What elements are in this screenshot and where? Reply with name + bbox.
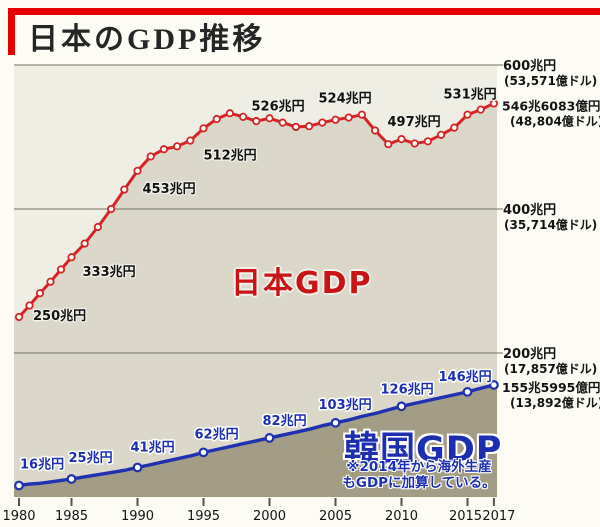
japan-gdp-marker-2014 (450, 123, 459, 132)
japan-gdp-marker-1991 (146, 152, 155, 161)
korea-annotation-1980: 16兆円 (20, 456, 64, 472)
x-tick-label-2015: 2015 (449, 509, 482, 524)
japan-gdp-marker-2006 (344, 113, 353, 122)
gridline-label-600: 600兆円 (503, 58, 556, 74)
japan-gdp-marker-2015 (463, 110, 472, 119)
japan-gdp-marker-1988 (107, 204, 116, 214)
korea-gdp-marker-2005 (330, 417, 341, 428)
japan-gdp-marker-2008 (370, 126, 380, 135)
korea-note-line2: もGDPに加算している。 (342, 475, 496, 491)
japan-annotation-1985: 333兆円 (83, 264, 136, 280)
x-tick-label-2017: 2017 (482, 509, 515, 524)
korea-gdp-marker-2015 (462, 386, 473, 397)
korea-gdp-marker-1985 (66, 474, 77, 484)
end-sublabel-japan: (48,804億ドル) (510, 113, 600, 128)
japan-gdp-marker-1982 (35, 289, 45, 298)
japan-annotation-2000: 526兆円 (252, 98, 305, 114)
japan-gdp-marker-1989 (120, 185, 129, 194)
korea-annotation-1985: 25兆円 (69, 450, 113, 466)
japan-annotation-1980: 250兆円 (33, 308, 86, 324)
gridline-sublabel-600: (53,571億ドル) (504, 73, 597, 88)
korea-gdp-marker-2010 (396, 401, 407, 412)
japan-gdp-marker-1998 (239, 112, 248, 121)
gridline-label-200: 200兆円 (503, 346, 556, 362)
japan-annotation-2010: 497兆円 (388, 114, 441, 130)
korea-annotation-1995: 62兆円 (195, 426, 239, 442)
japan-gdp-marker-2009 (384, 140, 393, 149)
red-left-bar (8, 8, 15, 55)
korea-gdp-marker-2017 (489, 380, 499, 390)
japan-gdp-marker-1990 (133, 166, 142, 175)
japan-gdp-marker-2002 (291, 122, 300, 132)
x-tick-label-1980: 1980 (2, 509, 35, 524)
japan-gdp-marker-2005 (331, 115, 340, 124)
japan-gdp-marker-1993 (173, 142, 182, 151)
japan-gdp-marker-1987 (93, 222, 103, 232)
japan-gdp-marker-1996 (212, 114, 221, 124)
japan-gdp-marker-1997 (225, 109, 234, 118)
japan-gdp-marker-2010 (397, 135, 406, 144)
korea-gdp-note: ※2014年から海外生産 もGDPに加算している。 (339, 459, 499, 491)
japan-gdp-series-label: 日本GDP (231, 266, 373, 301)
korea-gdp-series-label: 韓国GDP (344, 430, 503, 470)
japan-gdp-marker-2017 (489, 99, 498, 108)
red-top-bar (8, 8, 600, 15)
korea-annotation-2015: 146兆円 (439, 369, 492, 385)
japan-gdp-marker-2012 (423, 137, 432, 146)
x-tick-label-1990: 1990 (121, 509, 154, 524)
korea-gdp-marker-1995 (198, 447, 209, 458)
japan-gdp-marker-1995 (199, 124, 208, 133)
japan-gdp-marker-2011 (410, 139, 419, 148)
japan-gdp-marker-2003 (304, 122, 314, 131)
korea-note-line1: ※2014年から海外生産 (346, 459, 492, 475)
x-tick-label-1995: 1995 (187, 509, 220, 524)
japan-gdp-marker-1980 (14, 312, 24, 322)
gridline-sublabel-400: (35,714億ドル) (504, 217, 597, 232)
korea-annotation-2005: 103兆円 (319, 397, 372, 413)
japan-gdp-marker-1986 (80, 239, 89, 248)
japan-gdp-marker-1981 (25, 301, 34, 310)
korea-annotation-2010: 126兆円 (381, 381, 434, 397)
end-sublabel-korea: (13,892億ドル) (510, 395, 600, 410)
japan-annotation-1995: 512兆円 (204, 147, 257, 163)
japan-gdp-marker-2013 (436, 130, 446, 139)
x-tick-label-2000: 2000 (253, 509, 286, 524)
korea-gdp-marker-1980 (14, 480, 24, 491)
gridline-label-400: 400兆円 (503, 202, 556, 218)
korea-annotation-1990: 41兆円 (131, 439, 175, 455)
japan-gdp-area (14, 103, 497, 497)
korea-gdp-marker-1990 (132, 462, 143, 473)
japan-gdp-marker-1992 (159, 145, 168, 154)
korea-gdp-marker-2000 (264, 433, 275, 443)
end-label-japan: 546兆6083億円 (502, 98, 600, 113)
korea-annotation-2000: 82兆円 (263, 413, 307, 429)
japan-gdp-marker-1984 (56, 265, 66, 274)
japan-annotation-2015: 531兆円 (444, 87, 497, 103)
korea-gdp-line (18, 383, 495, 488)
japan-gdp-marker-2016 (476, 105, 485, 114)
x-tick-label-2005: 2005 (319, 509, 352, 524)
end-label-korea: 155兆5995億円 (502, 380, 600, 395)
japan-gdp-marker-1994 (186, 136, 195, 145)
japan-gdp-marker-2001 (278, 118, 287, 127)
japan-gdp-marker-1985 (67, 253, 76, 262)
japan-gdp-marker-2000 (265, 114, 274, 123)
japan-gdp-marker-2007 (357, 110, 366, 119)
japan-gdp-marker-1999 (252, 117, 261, 126)
japan-gdp-marker-2004 (318, 118, 327, 127)
japan-gdp-marker-1983 (46, 277, 55, 286)
japan-annotation-2005: 524兆円 (319, 91, 372, 107)
x-tick-label-1985: 1985 (55, 509, 88, 524)
x-tick-label-2010: 2010 (385, 509, 418, 524)
gridline-sublabel-200: (17,857億ドル) (504, 361, 597, 376)
page-title: 日本のGDP推移 (28, 23, 266, 56)
japan-annotation-1990: 453兆円 (143, 181, 196, 197)
